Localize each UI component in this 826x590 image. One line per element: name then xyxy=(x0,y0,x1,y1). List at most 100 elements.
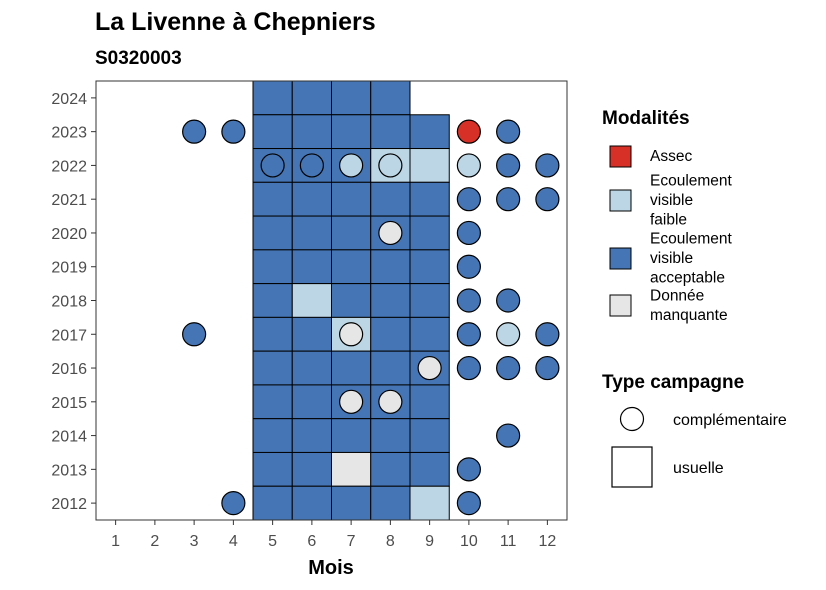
tile-2019-9 xyxy=(409,249,450,285)
y-tick-label-2020: 2020 xyxy=(51,226,87,243)
tile-2023-7 xyxy=(331,114,372,150)
y-tick-label-2021: 2021 xyxy=(51,192,87,209)
tile-2023-8 xyxy=(370,114,411,150)
x-tick-label-2: 2 xyxy=(150,533,159,550)
tile-2017-8 xyxy=(370,316,411,352)
y-tick-label-2017: 2017 xyxy=(51,327,87,344)
point-2020-10 xyxy=(456,220,481,246)
chart-title: La Livenne à Chepniers xyxy=(95,8,376,36)
tile-2023-6 xyxy=(291,114,332,150)
tile-2017-5 xyxy=(252,316,293,352)
tile-2016-7 xyxy=(331,350,372,386)
tile-2013-6 xyxy=(291,451,332,487)
tile-2013-7 xyxy=(331,451,372,487)
point-2022-7 xyxy=(339,153,364,178)
tile-2020-6 xyxy=(291,215,332,251)
tile-2017-6 xyxy=(291,316,332,352)
tile-2018-5 xyxy=(252,283,293,318)
legend-key-usuelle xyxy=(611,446,653,488)
tile-2020-5 xyxy=(252,215,293,251)
point-2020-8 xyxy=(378,220,403,246)
x-tick-label-7: 7 xyxy=(347,533,356,550)
y-tick-label-2012: 2012 xyxy=(51,496,87,513)
point-2014-11 xyxy=(496,423,521,448)
point-2021-12 xyxy=(535,187,560,212)
tile-2024-5 xyxy=(252,80,293,116)
legend-label-usuelle: usuelle xyxy=(673,460,724,477)
tile-2016-6 xyxy=(291,350,332,386)
x-tick-label-10: 10 xyxy=(460,533,478,550)
point-2018-11 xyxy=(496,288,521,313)
y-tick-label-2023: 2023 xyxy=(51,125,87,142)
x-tick-label-9: 9 xyxy=(425,533,434,550)
point-2023-4 xyxy=(221,119,246,144)
tile-2023-9 xyxy=(409,114,450,150)
x-tick-label-6: 6 xyxy=(307,533,316,550)
point-2021-10 xyxy=(456,187,481,212)
point-2022-5 xyxy=(260,153,285,178)
y-tick-label-2022: 2022 xyxy=(51,158,87,175)
tile-2014-8 xyxy=(370,418,411,453)
point-2013-10 xyxy=(456,457,481,482)
legend: Modalités Assec Ecoulement visible faibleEco… xyxy=(602,108,787,488)
tile-2020-7 xyxy=(331,215,372,251)
tile-2014-7 xyxy=(331,418,372,453)
tile-2021-6 xyxy=(291,181,332,217)
tile-2024-7 xyxy=(331,80,372,116)
tile-2019-6 xyxy=(291,249,332,285)
point-2016-9 xyxy=(417,355,442,381)
legend-label-complementaire: complémentaire xyxy=(673,412,787,429)
tile-2016-5 xyxy=(252,350,293,386)
x-tick-label-12: 12 xyxy=(538,533,556,550)
point-2012-4 xyxy=(221,491,246,516)
legend-key-manquante xyxy=(609,294,632,317)
tile-2017-9 xyxy=(409,316,450,352)
point-2019-10 xyxy=(456,254,481,279)
legend-modalites-title: Modalités xyxy=(602,108,690,129)
y-tick-label-2019: 2019 xyxy=(51,260,87,277)
legend-label-acceptable: Ecoulement visible acceptable xyxy=(650,231,733,287)
x-tick-label-8: 8 xyxy=(386,533,395,550)
tile-2018-7 xyxy=(331,283,372,318)
tile-2015-9 xyxy=(409,384,450,420)
point-2017-3 xyxy=(182,322,207,347)
point-2017-11 xyxy=(496,322,521,347)
x-tick-label-3: 3 xyxy=(190,533,199,550)
legend-key-faible xyxy=(609,189,632,212)
point-2016-10 xyxy=(456,355,481,381)
legend-label-manquante: Donnée manquante xyxy=(650,287,728,324)
tile-2020-9 xyxy=(409,215,450,251)
y-tick-label-2014: 2014 xyxy=(51,429,87,446)
point-2018-10 xyxy=(456,288,481,313)
tile-2015-5 xyxy=(252,384,293,420)
point-2023-10 xyxy=(456,119,481,144)
chart-subtitle: S0320003 xyxy=(95,48,182,69)
point-2017-12 xyxy=(535,322,560,347)
legend-label-faible: Ecoulement visible faible xyxy=(650,173,733,229)
tile-2024-6 xyxy=(291,80,332,116)
tile-2013-9 xyxy=(409,451,450,487)
tile-2014-5 xyxy=(252,418,293,453)
tile-2021-8 xyxy=(370,181,411,217)
x-tick-label-1: 1 xyxy=(111,533,120,550)
legend-key-complementaire xyxy=(619,406,645,432)
legend-key-assec xyxy=(609,145,632,168)
tile-2013-5 xyxy=(252,451,293,487)
tile-2016-8 xyxy=(370,350,411,386)
tile-2012-8 xyxy=(370,485,411,521)
point-2022-10 xyxy=(456,153,481,178)
y-tick-label-2016: 2016 xyxy=(51,361,87,378)
legend-campagne-title: Type campagne xyxy=(602,372,744,393)
x-tick-label-11: 11 xyxy=(500,533,517,550)
plot-panel: 1 2 3 4 5 6 7 8 9 10 11 122012201320142015201620172… xyxy=(51,80,568,550)
point-2022-11 xyxy=(496,153,521,178)
y-tick-label-2015: 2015 xyxy=(51,395,87,412)
point-2015-7 xyxy=(339,389,364,414)
tile-2014-6 xyxy=(291,418,332,453)
point-2023-3 xyxy=(182,119,207,144)
point-2022-8 xyxy=(378,153,403,178)
tile-2012-6 xyxy=(291,485,332,521)
tile-2018-8 xyxy=(370,283,411,318)
x-axis-label: Mois xyxy=(308,557,354,579)
